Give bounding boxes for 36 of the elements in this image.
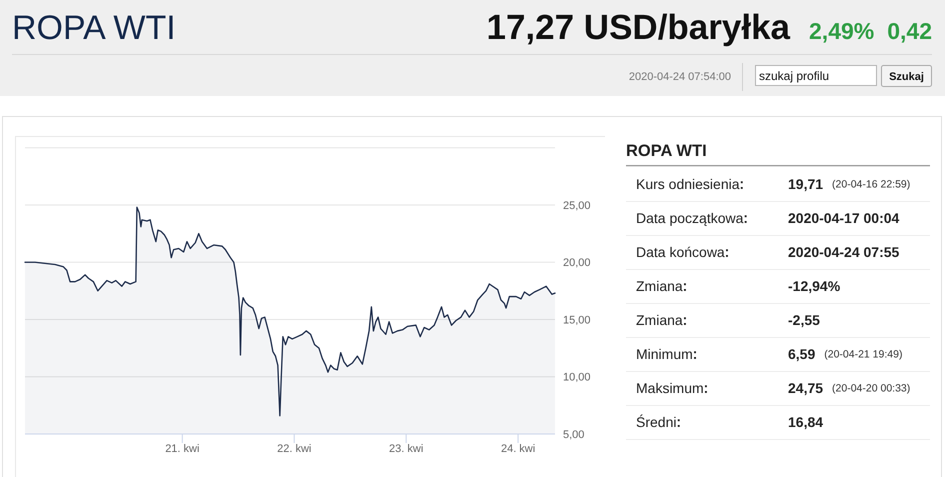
category-label: (20-04-16 22:59)	[832, 178, 910, 191]
category-label: Maksimum	[636, 380, 704, 396]
category-label: (20-04-21 19:49)	[824, 348, 902, 361]
text: 6,59	[788, 346, 816, 362]
text: 2020-04-24 07:54:00	[628, 71, 731, 83]
category-label: Data końcowa	[636, 244, 725, 260]
x-tick-label: 23. kwi	[389, 442, 424, 455]
text: 24,75	[788, 380, 824, 396]
y-tick-label: 20,00	[563, 257, 591, 270]
text: 2020-04-17 00:04	[788, 210, 900, 226]
x-tick-label: 22. kwi	[277, 442, 312, 455]
category-label: Zmiana	[636, 278, 683, 294]
category-label: Zmiana	[636, 312, 683, 328]
text: ROPA WTI	[12, 9, 176, 47]
y-tick-label: 5,00	[563, 428, 584, 441]
text: -2,55	[788, 312, 820, 328]
search-field: szukaj profilu	[755, 65, 877, 86]
category-label: Kurs odniesienia	[636, 176, 740, 192]
text: 2020-04-24 07:55	[788, 244, 900, 260]
text: 2,49%	[809, 18, 874, 44]
category-label: Średni	[636, 414, 676, 430]
text: 16,84	[788, 414, 824, 430]
category-label: Data początkowa	[636, 210, 744, 226]
text: 17,27 USD/baryłka	[486, 8, 791, 47]
search-button: Szukaj	[881, 65, 932, 87]
y-tick-label: 25,00	[563, 200, 591, 212]
y-tick-label: 10,00	[563, 372, 591, 384]
x-tick-label: 24. kwi	[500, 442, 536, 455]
text: 19,71	[788, 176, 824, 192]
text: ROPA WTI	[626, 142, 707, 160]
category-label: (20-04-20 00:33)	[832, 382, 910, 395]
y-tick-label: 15,00	[563, 314, 591, 326]
text: -12,94%	[788, 278, 840, 294]
x-tick-label: 21. kwi	[165, 442, 200, 455]
category-label: Minimum	[636, 346, 693, 362]
text: 0,42	[887, 18, 932, 44]
